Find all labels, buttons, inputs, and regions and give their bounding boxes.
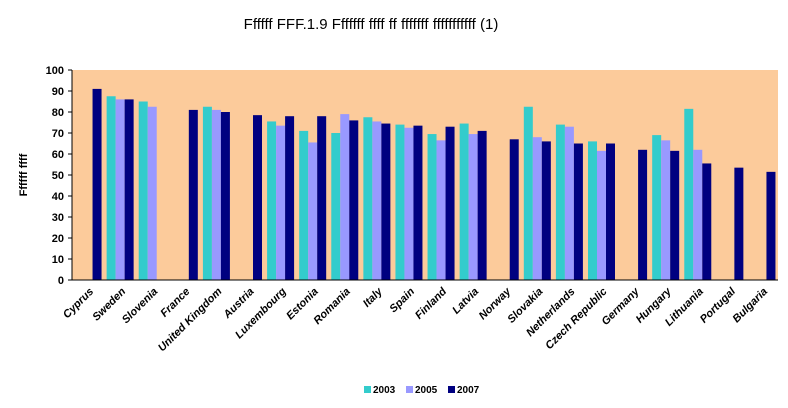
bar-2005-united-kingdom	[211, 109, 221, 281]
bar-2007-hungary	[670, 150, 680, 280]
bar-2007-united-kingdom	[220, 112, 230, 280]
y-tick-label: 70	[52, 128, 64, 140]
bar-2007-austria	[253, 115, 262, 281]
bar-2003-estonia	[299, 130, 309, 280]
y-tick-label: 50	[52, 170, 64, 182]
y-tick-label: 100	[46, 65, 64, 77]
bar-2007-france	[188, 109, 198, 281]
bar-2007-portugal	[734, 167, 744, 280]
bar-2005-latvia	[468, 134, 478, 280]
x-tick-label: Spain	[387, 285, 417, 315]
bar-2005-netherlands	[564, 126, 574, 280]
x-tick-label: Slovenia	[120, 286, 160, 326]
bar-2003-spain	[395, 124, 405, 280]
bar-2007-netherlands	[573, 143, 583, 280]
y-tick-label: 80	[52, 107, 64, 119]
legend-label: 2003	[373, 385, 396, 396]
bar-2005-italy	[372, 121, 382, 280]
bar-2007-finland	[445, 126, 455, 280]
bars	[92, 88, 776, 281]
y-tick-label: 40	[52, 191, 64, 203]
bar-2003-united-kingdom	[202, 106, 212, 280]
bar-2007-lithuania	[702, 163, 712, 280]
bar-2007-germany	[638, 149, 648, 280]
bar-2007-italy	[381, 123, 391, 280]
bar-2005-slovakia	[532, 137, 542, 280]
y-tick-label: 10	[52, 254, 64, 266]
bar-2005-romania	[340, 114, 350, 280]
bar-2007-czech-republic	[606, 143, 615, 280]
bar-2003-italy	[363, 117, 373, 280]
y-tick-label: 20	[52, 233, 64, 245]
bar-2003-slovenia	[138, 101, 148, 280]
legend-label: 2007	[457, 385, 480, 396]
legend-swatch	[406, 386, 413, 393]
x-tick-label: Bulgaria	[730, 286, 770, 326]
bar-2003-netherlands	[555, 124, 565, 280]
bar-2005-lithuania	[693, 149, 703, 280]
bar-2007-luxembourg	[285, 116, 295, 280]
y-tick-label: 0	[58, 275, 64, 287]
bar-2007-norway	[509, 139, 519, 280]
bar-2007-estonia	[317, 116, 327, 280]
bar-2007-romania	[349, 120, 359, 281]
y-tick-label: 90	[52, 86, 64, 98]
legend-swatch	[448, 386, 455, 393]
bar-2003-slovakia	[523, 106, 533, 280]
chart-title: Ffffff FFF.1.9 Fffffff ffff ff fffffff f…	[244, 16, 499, 33]
bar-2007-cyprus	[92, 88, 102, 281]
bar-2003-sweden	[106, 96, 116, 280]
bar-2003-latvia	[459, 123, 469, 280]
x-tick-label: Latvia	[450, 286, 481, 317]
bar-2007-spain	[413, 125, 423, 281]
bar-2003-czech-republic	[588, 141, 597, 280]
legend-swatch	[364, 386, 371, 393]
y-axis-label: Ffffff ffff	[18, 153, 30, 196]
y-ticks: 0 10 20 30 40 50 60 70 80 90 100	[46, 65, 72, 287]
bar-2007-sweden	[124, 99, 134, 281]
bar-2005-estonia	[308, 142, 318, 280]
bar-2007-latvia	[477, 130, 487, 280]
bar-2005-czech-republic	[597, 150, 606, 280]
x-tick-label: Finland	[413, 285, 449, 321]
y-tick-label: 30	[52, 212, 64, 224]
y-tick-label: 60	[52, 149, 64, 161]
bar-2003-lithuania	[684, 108, 694, 280]
bar-2005-slovenia	[147, 106, 157, 280]
bar-2005-sweden	[115, 99, 125, 281]
bar-2003-hungary	[652, 135, 662, 280]
bar-2005-spain	[404, 127, 414, 280]
bar-2005-luxembourg	[276, 125, 286, 281]
bar-2003-romania	[331, 133, 341, 280]
bar-2007-slovakia	[541, 141, 551, 280]
legend-label: 2005	[415, 385, 438, 396]
bar-2007-bulgaria	[766, 171, 776, 280]
bar-2005-hungary	[661, 140, 671, 280]
x-tick-label: Italy	[361, 285, 386, 310]
bar-2005-finland	[436, 140, 446, 280]
bar-2003-finland	[427, 134, 437, 280]
legend: 2003 2005 2007	[364, 385, 480, 396]
bar-2003-luxembourg	[267, 121, 277, 280]
